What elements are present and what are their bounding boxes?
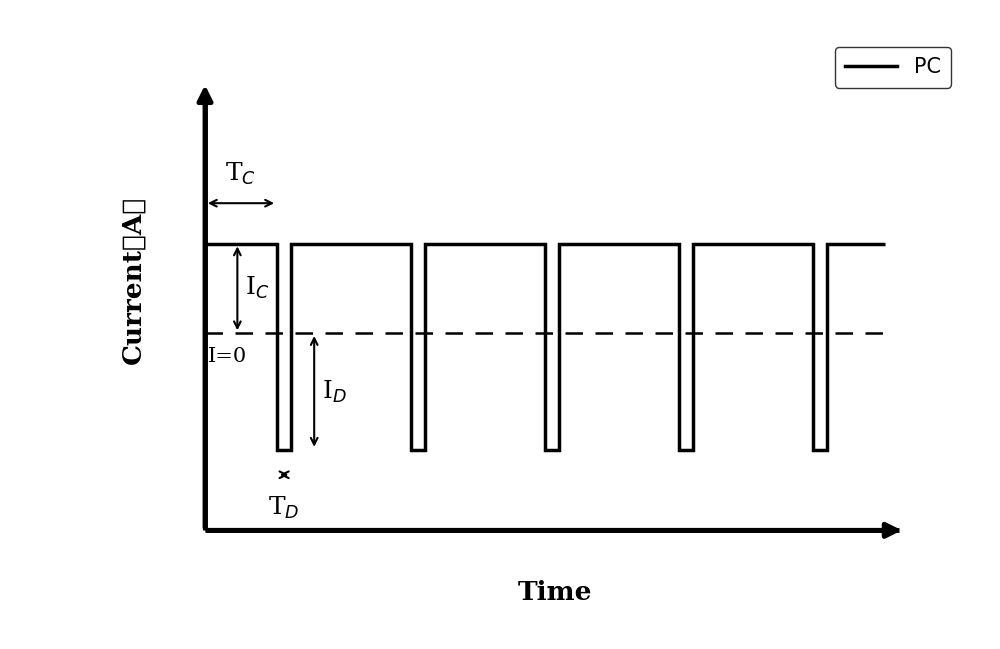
Text: I=0: I=0 <box>208 347 248 365</box>
Text: Current（A）: Current（A） <box>121 195 146 363</box>
Text: Time: Time <box>518 580 592 605</box>
Text: I$_D$: I$_D$ <box>322 378 347 404</box>
Text: T$_C$: T$_C$ <box>225 161 256 187</box>
Text: T$_D$: T$_D$ <box>268 495 300 520</box>
Legend: PC: PC <box>834 47 951 88</box>
Text: I$_C$: I$_C$ <box>245 275 269 301</box>
